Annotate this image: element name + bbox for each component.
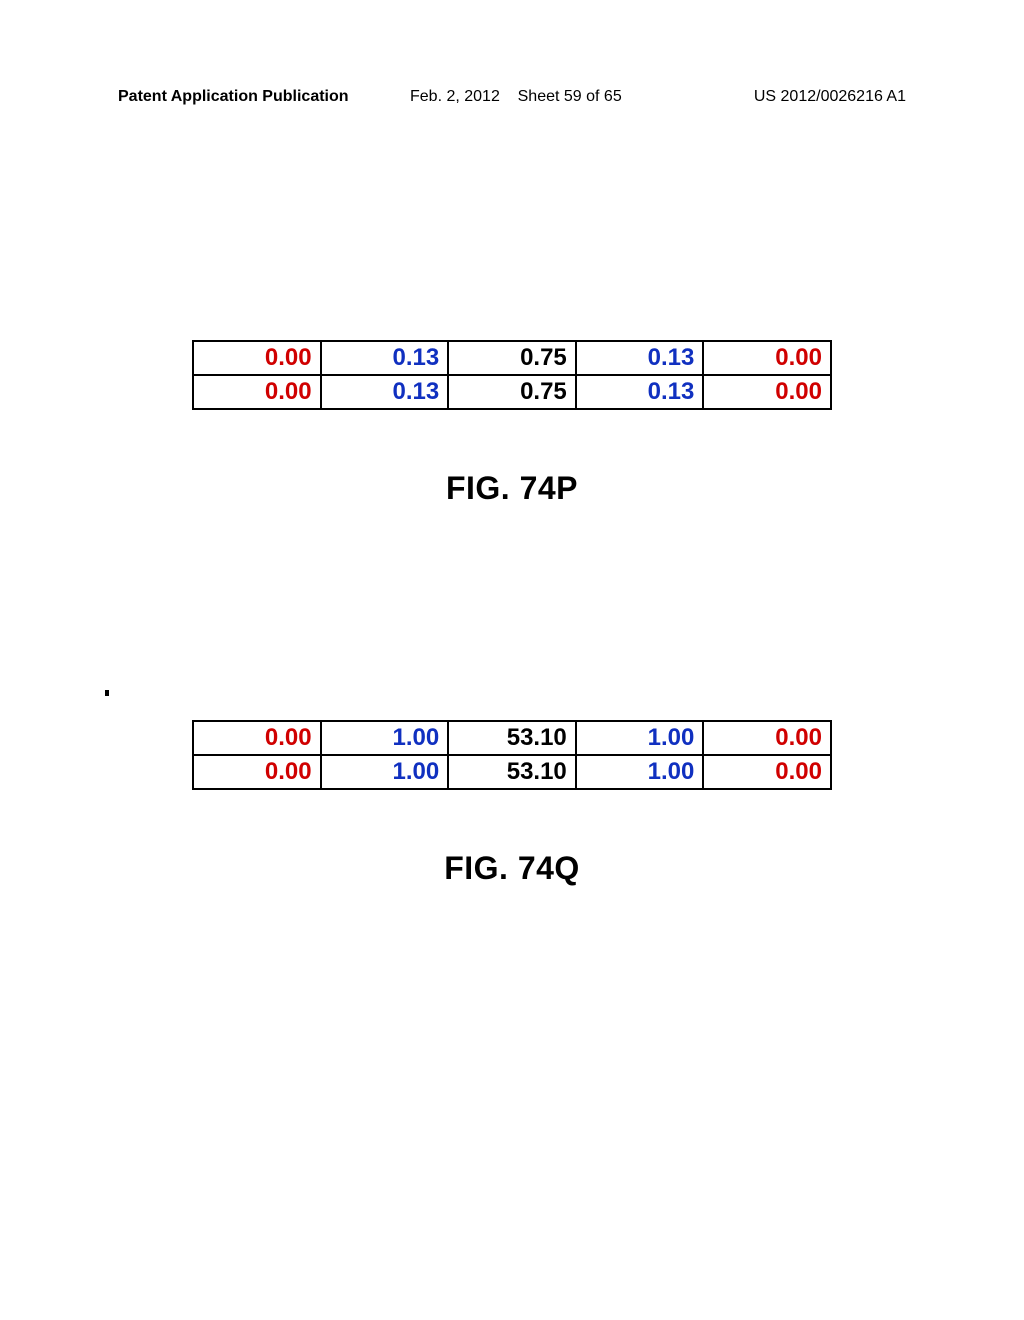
cell: 0.13 <box>576 375 704 409</box>
pub-date: Feb. 2, 2012 <box>410 88 500 105</box>
cell: 0.00 <box>703 721 831 755</box>
sheet-number: Sheet 59 of 65 <box>518 88 622 105</box>
figure-74q: 0.00 1.00 53.10 1.00 0.00 0.00 1.00 53.1… <box>192 720 832 887</box>
cell: 0.75 <box>448 375 576 409</box>
table-74p: 0.00 0.13 0.75 0.13 0.00 0.00 0.13 0.75 … <box>192 340 832 410</box>
cell: 0.13 <box>321 375 449 409</box>
header-mid: Feb. 2, 2012 Sheet 59 of 65 <box>410 88 622 106</box>
table-row: 0.00 0.13 0.75 0.13 0.00 <box>193 375 831 409</box>
cell: 0.00 <box>703 375 831 409</box>
scan-artifact <box>105 690 109 696</box>
cell: 0.13 <box>321 341 449 375</box>
cell: 0.00 <box>193 755 321 789</box>
cell: 53.10 <box>448 755 576 789</box>
doc-number: US 2012/0026216 A1 <box>754 88 906 106</box>
figure-label-74p: FIG. 74P <box>192 470 832 507</box>
cell: 1.00 <box>321 721 449 755</box>
cell: 0.75 <box>448 341 576 375</box>
figure-label-74q: FIG. 74Q <box>192 850 832 887</box>
cell: 0.00 <box>193 721 321 755</box>
cell: 0.13 <box>576 341 704 375</box>
table-row: 0.00 1.00 53.10 1.00 0.00 <box>193 721 831 755</box>
cell: 0.00 <box>703 341 831 375</box>
cell: 1.00 <box>576 755 704 789</box>
cell: 1.00 <box>576 721 704 755</box>
cell: 53.10 <box>448 721 576 755</box>
cell: 0.00 <box>193 375 321 409</box>
cell: 0.00 <box>193 341 321 375</box>
cell: 1.00 <box>321 755 449 789</box>
table-74q: 0.00 1.00 53.10 1.00 0.00 0.00 1.00 53.1… <box>192 720 832 790</box>
figure-74p: 0.00 0.13 0.75 0.13 0.00 0.00 0.13 0.75 … <box>192 340 832 507</box>
table-row: 0.00 0.13 0.75 0.13 0.00 <box>193 341 831 375</box>
cell: 0.00 <box>703 755 831 789</box>
table-row: 0.00 1.00 53.10 1.00 0.00 <box>193 755 831 789</box>
publication-label: Patent Application Publication <box>118 88 349 106</box>
